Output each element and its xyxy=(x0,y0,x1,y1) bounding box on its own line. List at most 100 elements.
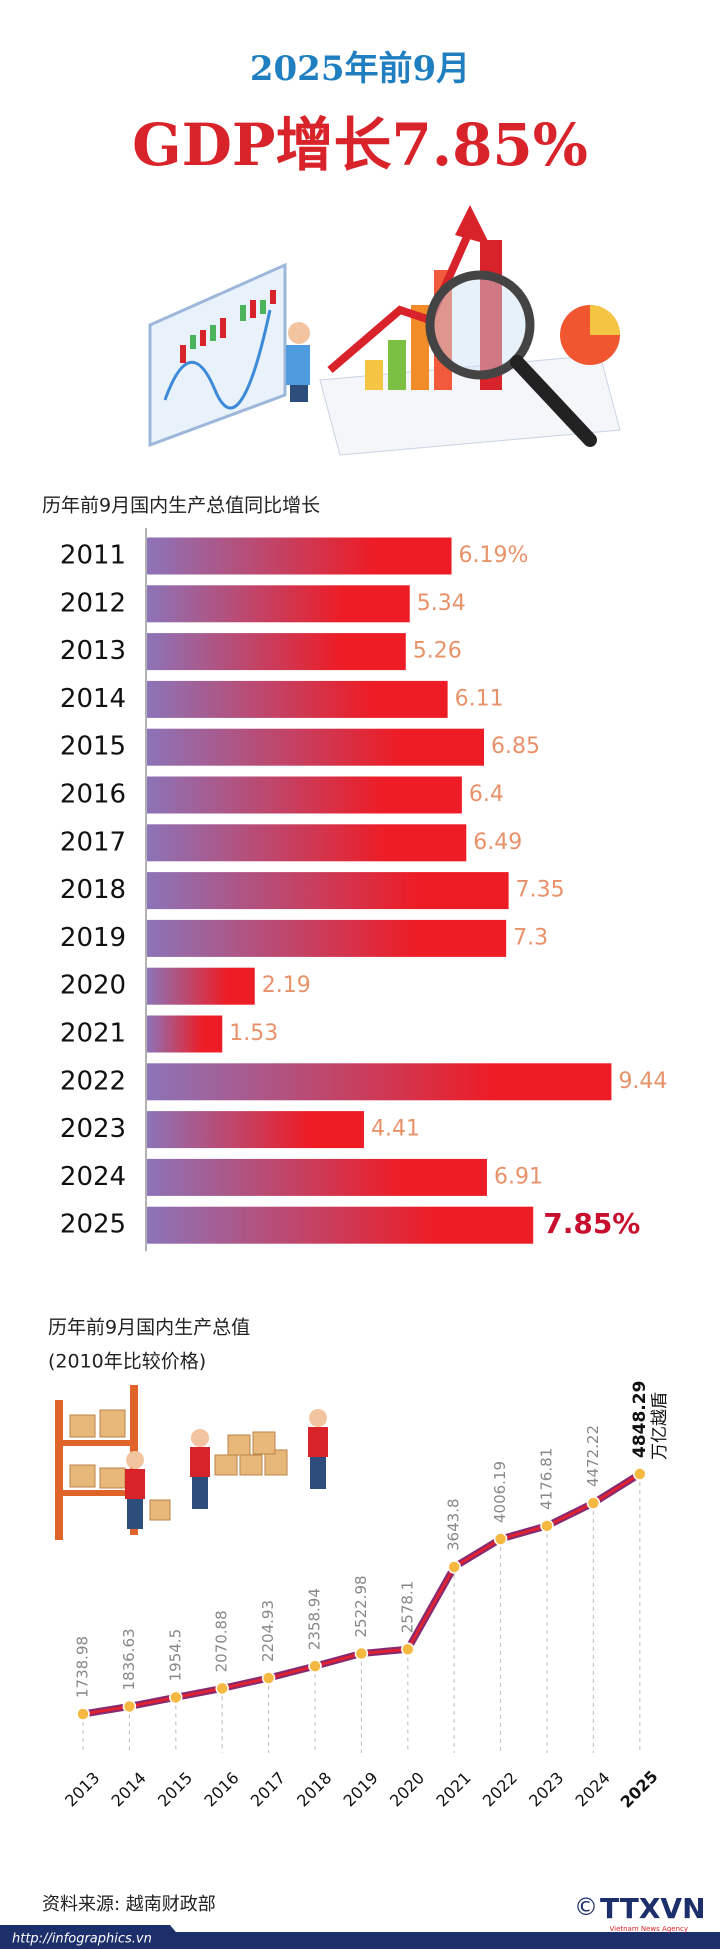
value-label: 5.26 xyxy=(413,639,462,664)
value-label: 1836.63 xyxy=(120,1628,138,1690)
y-tick-label: 2014 xyxy=(60,684,126,714)
x-tick-label: 2021 xyxy=(432,1768,474,1810)
y-tick-label: 2011 xyxy=(60,541,126,571)
warehouse-illustration xyxy=(55,1385,328,1540)
value-label: 4472.22 xyxy=(584,1425,602,1487)
logo: TTXVN xyxy=(600,1892,706,1925)
value-label: 6.4 xyxy=(469,782,504,807)
y-tick-label: 2017 xyxy=(60,827,126,857)
value-label: 6.91 xyxy=(494,1164,543,1189)
line-chart-subtitle: (2010年比较价格) xyxy=(48,1351,206,1373)
x-tick-label: 2013 xyxy=(61,1768,103,1810)
value-label: 2.19 xyxy=(262,973,311,998)
line-chart-title: 历年前9月国内生产总值 xyxy=(48,1317,250,1339)
value-label: 2070.88 xyxy=(213,1610,231,1672)
point xyxy=(633,1467,647,1481)
bar xyxy=(147,919,507,957)
y-tick-label: 2015 xyxy=(60,732,126,762)
x-tick-label: 2015 xyxy=(154,1768,196,1810)
point xyxy=(308,1659,322,1673)
value-label: 2358.94 xyxy=(306,1588,324,1650)
x-tick-label: 2024 xyxy=(572,1768,614,1810)
source: 资料来源: 越南财政部 xyxy=(42,1894,216,1915)
point xyxy=(586,1496,601,1510)
y-tick-label: 2020 xyxy=(60,971,126,1001)
value-label: 9.44 xyxy=(618,1069,667,1094)
bar xyxy=(147,728,485,766)
bar xyxy=(147,633,406,671)
value-label: 6.85 xyxy=(491,734,540,759)
x-tick-label: 2014 xyxy=(108,1768,150,1810)
x-tick-label: 2016 xyxy=(200,1768,242,1810)
footer-tab xyxy=(0,1925,190,1949)
title: 2025年前9月 xyxy=(250,49,470,89)
x-tick-label: 2020 xyxy=(386,1768,428,1810)
footer-url: http://infographics.vn xyxy=(12,1932,152,1947)
y-tick-label: 2016 xyxy=(60,780,126,810)
illustration xyxy=(148,205,621,456)
point xyxy=(76,1707,90,1721)
line-chart: 2013 1738.98 2014 1836.63 2015 1954.5 2016 2070… xyxy=(61,1381,670,1812)
y-tick-label: 2024 xyxy=(60,1162,126,1192)
y-tick-label: 2021 xyxy=(60,1019,126,1049)
bar xyxy=(147,872,509,910)
point xyxy=(401,1642,415,1656)
value-label: 2578.1 xyxy=(398,1581,416,1634)
x-tick-label: 2019 xyxy=(340,1768,382,1810)
y-tick-label: 2019 xyxy=(60,923,126,953)
x-tick-label: 2023 xyxy=(525,1768,567,1810)
point xyxy=(169,1690,183,1705)
bar-chart: 2011 6.19% 2012 5.34 2013 5.26 2014 6.11 2015 6.8… xyxy=(60,528,667,1252)
bar xyxy=(147,776,462,814)
bar xyxy=(147,1063,612,1101)
value-label: 6.19% xyxy=(459,543,529,568)
x-tick-label: 2022 xyxy=(479,1768,521,1810)
value-label: 4176.81 xyxy=(538,1448,556,1510)
point xyxy=(540,1519,554,1533)
y-tick-label: 2023 xyxy=(60,1114,126,1144)
point xyxy=(493,1532,508,1546)
bar xyxy=(147,1111,364,1149)
value-label: 4006.19 xyxy=(491,1461,509,1523)
value-label: 7.85% xyxy=(543,1207,640,1240)
x-tick-label: 2017 xyxy=(247,1768,289,1810)
y-tick-label: 2012 xyxy=(60,588,126,618)
point xyxy=(122,1699,137,1714)
bar xyxy=(147,537,452,575)
value-label: 6.11 xyxy=(455,686,504,711)
bar xyxy=(147,680,448,718)
value-label: 1.53 xyxy=(229,1021,278,1046)
point xyxy=(215,1681,229,1696)
point xyxy=(261,1671,276,1685)
unit-label: 万亿越盾 xyxy=(650,1392,670,1460)
bar xyxy=(147,1015,223,1053)
y-tick-label: 2022 xyxy=(60,1066,126,1096)
y-tick-label: 2013 xyxy=(60,636,126,666)
bar xyxy=(147,824,467,862)
value-label: 7.35 xyxy=(516,878,565,903)
x-tick-label: 2018 xyxy=(293,1768,335,1810)
value-label: 2522.98 xyxy=(352,1575,370,1637)
x-tick-label: 2025 xyxy=(617,1767,662,1812)
y-tick-label: 2025 xyxy=(60,1210,126,1240)
value-label: 5.34 xyxy=(417,591,466,616)
bar-chart-title: 历年前9月国内生产总值同比增长 xyxy=(42,495,320,517)
value-label: 7.3 xyxy=(513,925,548,950)
agency: Vietnam News Agency xyxy=(609,1925,688,1933)
headline: GDP增长7.85% xyxy=(132,111,588,179)
value-label: 3643.8 xyxy=(445,1498,463,1551)
value-label: 4848.29 xyxy=(630,1381,650,1458)
value-label: 4.41 xyxy=(371,1117,420,1142)
copyright: © xyxy=(574,1893,598,1921)
bar xyxy=(147,585,410,623)
point xyxy=(354,1646,369,1661)
y-tick-label: 2018 xyxy=(60,875,126,905)
bar xyxy=(147,1206,534,1244)
value-label: 2204.93 xyxy=(259,1600,277,1662)
value-label: 1738.98 xyxy=(74,1636,92,1698)
bar xyxy=(147,967,255,1005)
value-label: 1954.5 xyxy=(166,1629,184,1682)
value-label: 6.49 xyxy=(473,830,522,855)
